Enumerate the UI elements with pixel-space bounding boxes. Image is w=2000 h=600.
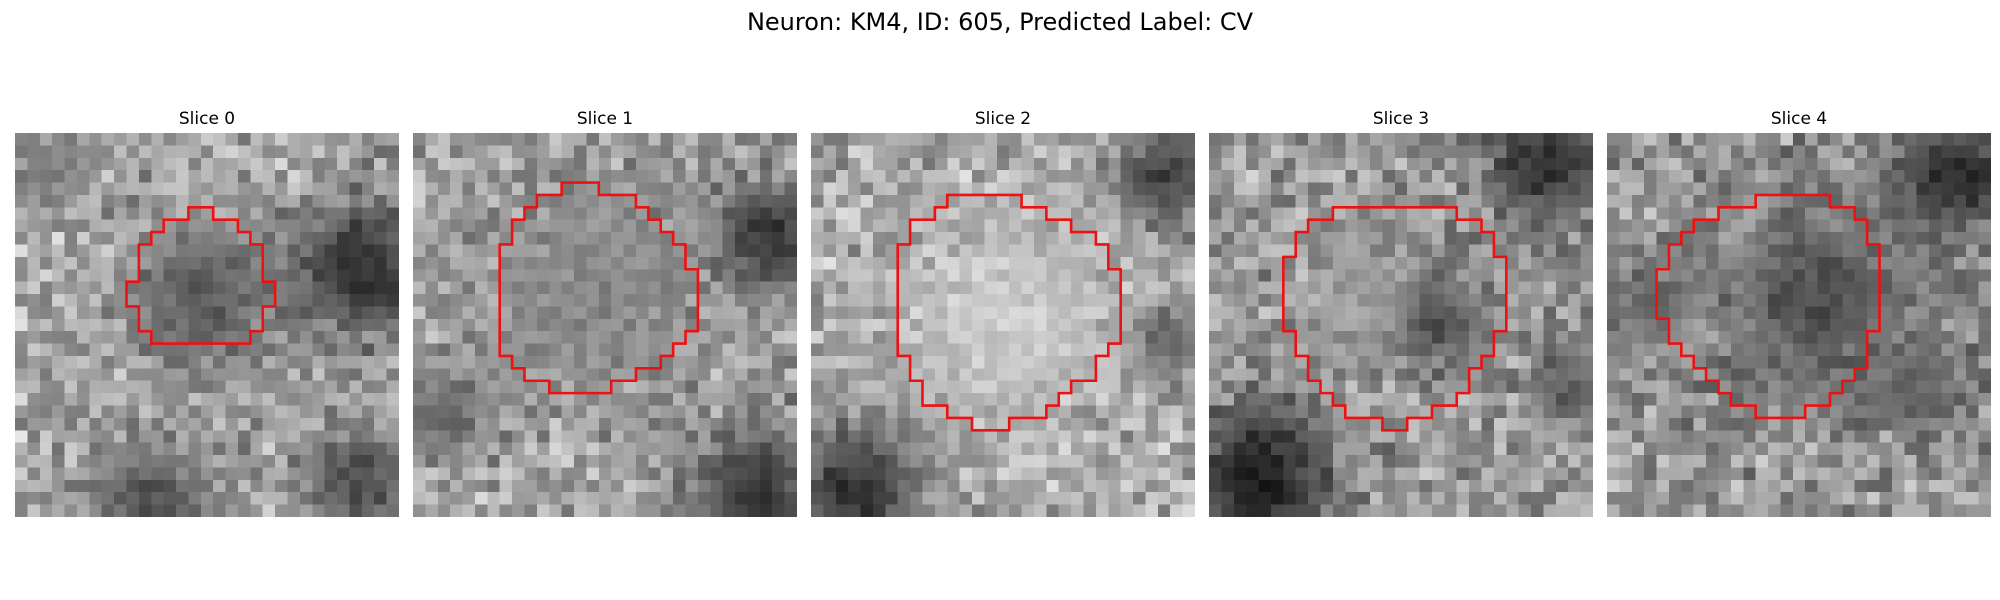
slice-title: Slice 3 <box>1372 109 1430 129</box>
slice-title: Slice 1 <box>576 109 634 129</box>
slice-image <box>811 133 1195 517</box>
slice-panel-4: Slice 4 <box>1607 108 1991 517</box>
slice-panel-0: Slice 0 <box>15 108 399 517</box>
figure-title: Neuron: KM4, ID: 605, Predicted Label: C… <box>746 8 1254 36</box>
slice-image <box>1209 133 1593 517</box>
slice-image <box>1607 133 1991 517</box>
slice-panel-1: Slice 1 <box>413 108 797 517</box>
slice-panel-3: Slice 3 <box>1209 108 1593 517</box>
slice-image <box>413 133 797 517</box>
slice-panel-2: Slice 2 <box>811 108 1195 517</box>
slice-image <box>15 133 399 517</box>
slice-title: Slice 2 <box>974 109 1032 129</box>
slice-title: Slice 0 <box>178 109 236 129</box>
slice-title: Slice 4 <box>1770 109 1828 129</box>
